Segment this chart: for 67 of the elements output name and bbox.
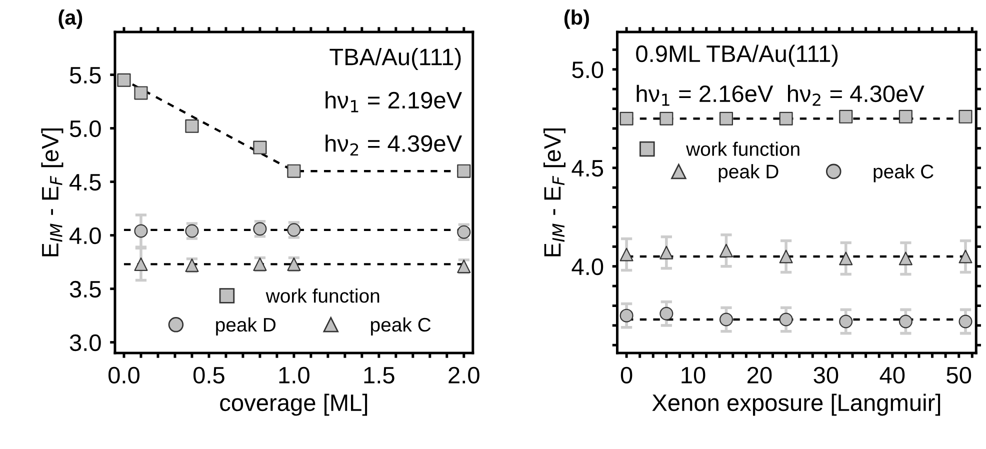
point: [620, 112, 634, 126]
point: [719, 112, 733, 126]
annotation: hν$_{1}$ = 2.19eV: [326, 91, 462, 112]
point: [958, 110, 972, 124]
x-tick-label: 30: [814, 366, 838, 384]
point: [779, 250, 793, 264]
point: [898, 314, 912, 328]
x-tick-label: 0: [620, 366, 632, 384]
legend-label: work function: [266, 288, 380, 303]
x-tick-label: 1.5: [364, 367, 394, 384]
x-axis-title: Xenon exposure [Langmuir]: [652, 394, 940, 416]
y-tick-label: 5.0: [70, 120, 101, 138]
point: [839, 252, 853, 266]
legend-label: work function: [686, 142, 800, 156]
annotation: hν$_{1}$ = 2.16eV hν$_{2}$ = 4.30eV: [636, 84, 924, 106]
y-tick-label: 4.5: [69, 174, 101, 191]
y-axis-title: E$_{IM}$ - E$_{F}$ [eV]: [41, 128, 64, 256]
legend-label: peak D: [216, 317, 276, 336]
y-tick-label: 5.0: [572, 61, 604, 78]
point: [898, 252, 912, 266]
point: [839, 110, 853, 124]
x-tick-label: 40: [880, 366, 905, 384]
point: [117, 73, 131, 87]
point: [719, 244, 733, 258]
annotation: hν$_{2}$ = 4.39eV: [326, 134, 462, 156]
y-tick-label: 4.5: [572, 160, 604, 177]
y-tick-label: 3.0: [70, 334, 101, 352]
point: [287, 164, 301, 178]
x-axis-title: coverage [ML]: [220, 394, 368, 416]
x-tick-label: 0.5: [193, 366, 224, 384]
point: [779, 112, 793, 126]
point: [779, 312, 793, 326]
annotation: 0.9ML TBA/Au(111): [636, 44, 838, 67]
y-tick-label: 3.5: [70, 280, 101, 298]
point: [253, 222, 267, 236]
x-tick-label: 0.0: [108, 366, 140, 384]
point: [660, 306, 674, 320]
legend-label: peak C: [874, 164, 934, 182]
x-tick-label: 50: [946, 366, 972, 384]
y-tick-label: 4.0: [69, 227, 101, 244]
point: [134, 224, 148, 238]
point: [898, 110, 912, 124]
point: [185, 119, 199, 133]
x-tick-label: 1.0: [279, 366, 310, 384]
y-axis-title: E$_{IM}$ - E$_{F}$ [eV]: [543, 128, 566, 256]
point: [620, 248, 634, 262]
x-tick-label: 2.0: [448, 366, 480, 384]
point: [958, 314, 972, 328]
x-tick-label: 10: [682, 366, 706, 384]
point: [134, 86, 148, 100]
y-tick-label: 4.0: [572, 258, 604, 276]
point: [457, 164, 471, 178]
text: (a): [58, 9, 82, 29]
point: [660, 112, 674, 126]
point: [253, 140, 267, 154]
legend-label: peak C: [371, 317, 431, 336]
legend-label: peak D: [718, 164, 778, 182]
point: [958, 250, 972, 264]
x-tick-label: 20: [748, 366, 772, 384]
y-tick-label: 5.5: [70, 67, 101, 84]
point: [839, 314, 853, 328]
point: [719, 312, 733, 326]
point: [134, 257, 148, 271]
annotation: TBA/Au(111): [330, 48, 461, 70]
point: [660, 246, 674, 260]
point: [620, 308, 634, 322]
text: (b): [564, 9, 589, 29]
